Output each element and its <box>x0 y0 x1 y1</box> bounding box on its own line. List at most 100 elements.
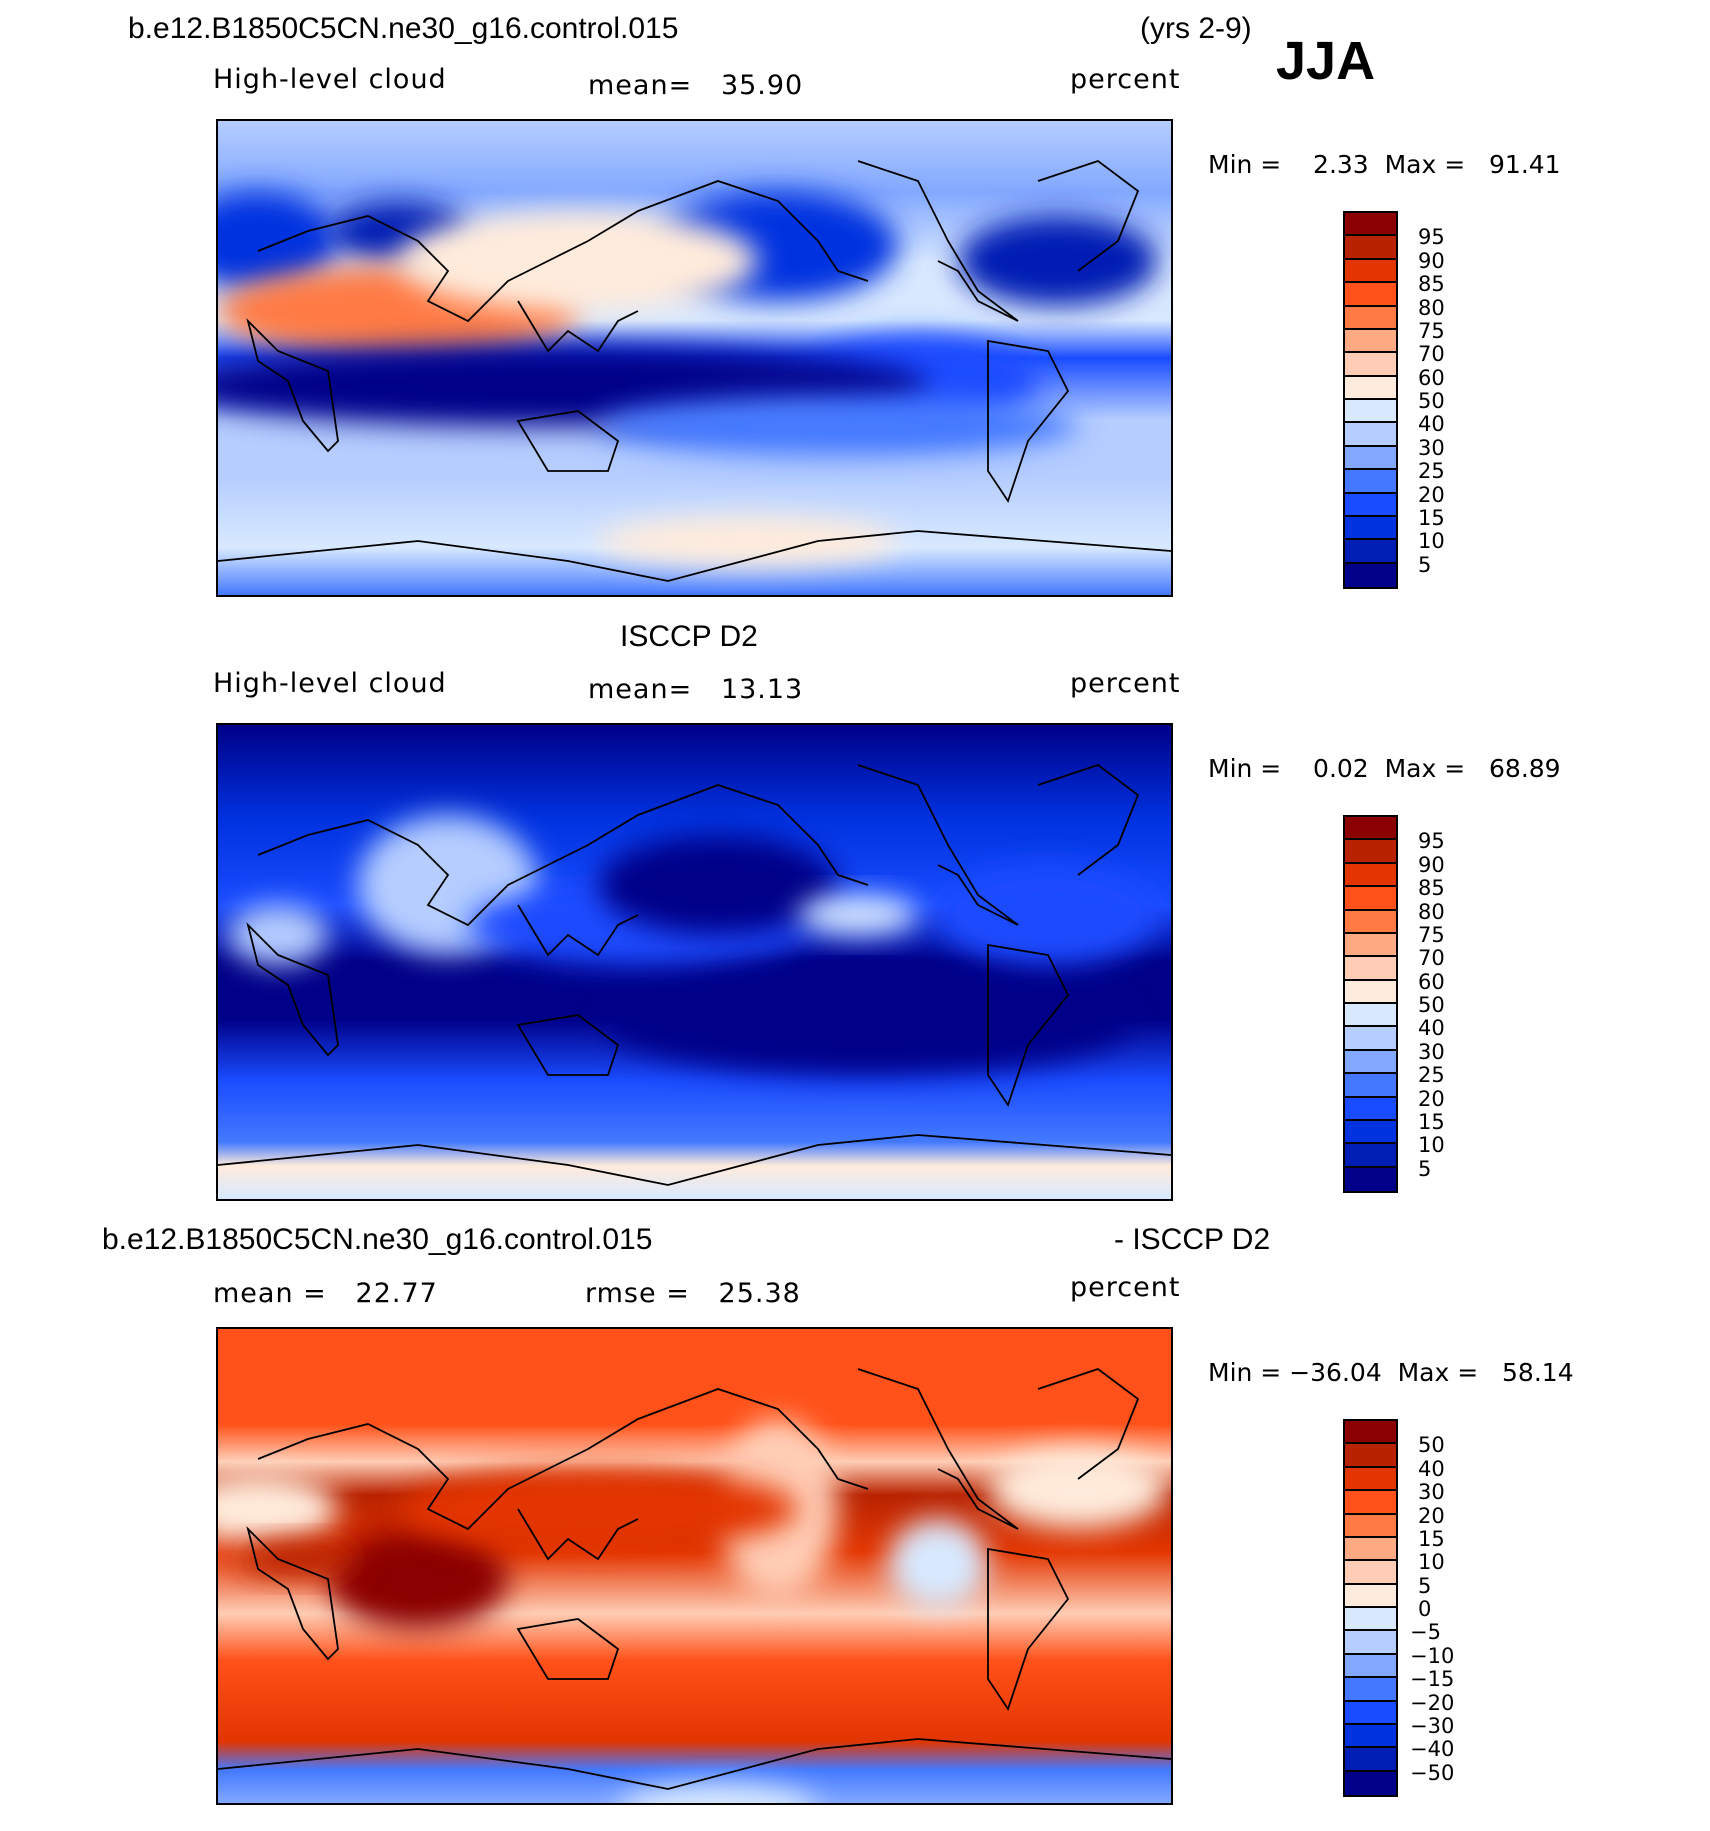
coastline <box>1037 763 1140 876</box>
colorbar-label: 10 <box>1418 1133 1445 1158</box>
colorbar-swatch <box>1345 213 1396 237</box>
colorbar-label: 25 <box>1418 459 1445 484</box>
coastline <box>987 339 1070 504</box>
colorbar-label: 20 <box>1418 1503 1445 1528</box>
panel1-mean: mean= 35.90 <box>588 70 804 101</box>
panel3-colorbar <box>1343 1419 1398 1797</box>
colorbar-swatch <box>1345 283 1396 307</box>
colorbar-label: 0 <box>1418 1597 1432 1621</box>
panel3-minmax: Min = −36.04 Max = 58.14 <box>1208 1358 1574 1387</box>
field-contour <box>218 1474 338 1544</box>
field-contour <box>328 1529 508 1629</box>
coastline <box>1037 1367 1140 1480</box>
colorbar-label: 95 <box>1418 829 1445 854</box>
panel1-minmax: Min = 2.33 Max = 91.41 <box>1208 150 1561 179</box>
field-contour <box>598 835 838 935</box>
panel2-title: ISCCP D2 <box>620 620 758 653</box>
coastline <box>257 180 869 323</box>
colorbar-swatch <box>1345 1514 1396 1538</box>
colorbar-label: 25 <box>1418 1063 1445 1088</box>
colorbar-swatch <box>1345 980 1396 1004</box>
colorbar-swatch <box>1345 423 1396 447</box>
colorbar-swatch <box>1345 1120 1396 1145</box>
colorbar-swatch <box>1345 1004 1396 1028</box>
panel2-minmax: Min = 0.02 Max = 68.89 <box>1208 754 1561 783</box>
panel1-colorbar <box>1343 211 1398 589</box>
colorbar-label: 30 <box>1418 435 1445 460</box>
field-contour <box>398 1469 798 1549</box>
coastline <box>517 300 639 353</box>
colorbar-label: 70 <box>1418 946 1445 971</box>
colorbar-swatch <box>1345 1631 1396 1655</box>
colorbar-label: 5 <box>1418 552 1432 577</box>
colorbar-swatch <box>1345 1167 1396 1191</box>
coastline <box>857 160 1019 322</box>
colorbar-swatch <box>1345 259 1396 284</box>
panel3-title-right: - ISCCP D2 <box>1114 1223 1271 1256</box>
colorbar-swatch <box>1345 1074 1396 1098</box>
colorbar-swatch <box>1345 470 1396 494</box>
colorbar-label: 70 <box>1418 342 1445 367</box>
coastline <box>987 1547 1070 1712</box>
colorbar-label: 80 <box>1418 295 1445 320</box>
colorbar-swatch <box>1345 910 1396 934</box>
years-label: (yrs 2-9) <box>1140 12 1252 45</box>
colorbar-swatch <box>1345 933 1396 958</box>
coastline <box>516 1618 620 1680</box>
colorbar-swatch <box>1345 1421 1396 1445</box>
coastline <box>246 1526 339 1661</box>
colorbar-label: 85 <box>1418 272 1445 297</box>
coastline <box>246 318 339 453</box>
panel2-variable: High-level cloud <box>213 668 447 699</box>
colorbar-label: 75 <box>1418 922 1445 947</box>
field-contour <box>598 516 898 566</box>
colorbar-swatch <box>1345 1724 1396 1749</box>
colorbar-label: 50 <box>1418 389 1445 413</box>
colorbar-label: 95 <box>1418 225 1445 250</box>
field-contour <box>608 975 1128 1075</box>
colorbar-label: 15 <box>1418 1526 1445 1551</box>
field-contour <box>938 865 1158 965</box>
panel2-units: percent <box>1070 668 1181 699</box>
coastline <box>857 1368 1019 1530</box>
colorbar-swatch <box>1345 1537 1396 1562</box>
colorbar-swatch <box>1345 1608 1396 1632</box>
panel3-map <box>216 1327 1173 1805</box>
panel2-mean: mean= 13.13 <box>588 674 804 705</box>
colorbar-label: 80 <box>1418 899 1445 924</box>
field-contour <box>988 1449 1168 1529</box>
colorbar-label: −10 <box>1410 1643 1455 1668</box>
panel3-title: b.e12.B1850C5CN.ne30_g16.control.015 <box>102 1223 653 1256</box>
colorbar-swatch <box>1345 1050 1396 1075</box>
coastline <box>246 922 339 1057</box>
colorbar-swatch <box>1345 957 1396 981</box>
colorbar-swatch <box>1345 376 1396 400</box>
colorbar-swatch <box>1345 236 1396 260</box>
field-contour <box>958 216 1158 306</box>
coastline <box>218 1738 1171 1790</box>
coastline <box>1037 159 1140 272</box>
coastline <box>257 784 869 927</box>
coastline <box>857 764 1019 926</box>
colorbar-swatch <box>1345 329 1396 354</box>
colorbar-swatch <box>1345 400 1396 424</box>
colorbar-swatch <box>1345 1491 1396 1515</box>
colorbar-label: 10 <box>1418 529 1445 554</box>
field-contour <box>598 396 1078 456</box>
colorbar-label: 90 <box>1418 852 1445 877</box>
panel1-units: percent <box>1070 64 1181 95</box>
field-contour <box>398 211 758 311</box>
colorbar-label: 60 <box>1418 365 1445 390</box>
colorbar-label: 20 <box>1418 482 1445 507</box>
colorbar-swatch <box>1345 1584 1396 1608</box>
colorbar-swatch <box>1345 1701 1396 1725</box>
panel1-map <box>216 119 1173 597</box>
colorbar-label: 50 <box>1418 993 1445 1017</box>
panel2-map <box>216 723 1173 1201</box>
colorbar-swatch <box>1345 863 1396 888</box>
colorbar-label: 20 <box>1418 1086 1445 1111</box>
colorbar-swatch <box>1345 353 1396 377</box>
colorbar-swatch <box>1345 1467 1396 1492</box>
colorbar-label: 40 <box>1418 1456 1445 1481</box>
colorbar-label: 40 <box>1418 1016 1445 1041</box>
